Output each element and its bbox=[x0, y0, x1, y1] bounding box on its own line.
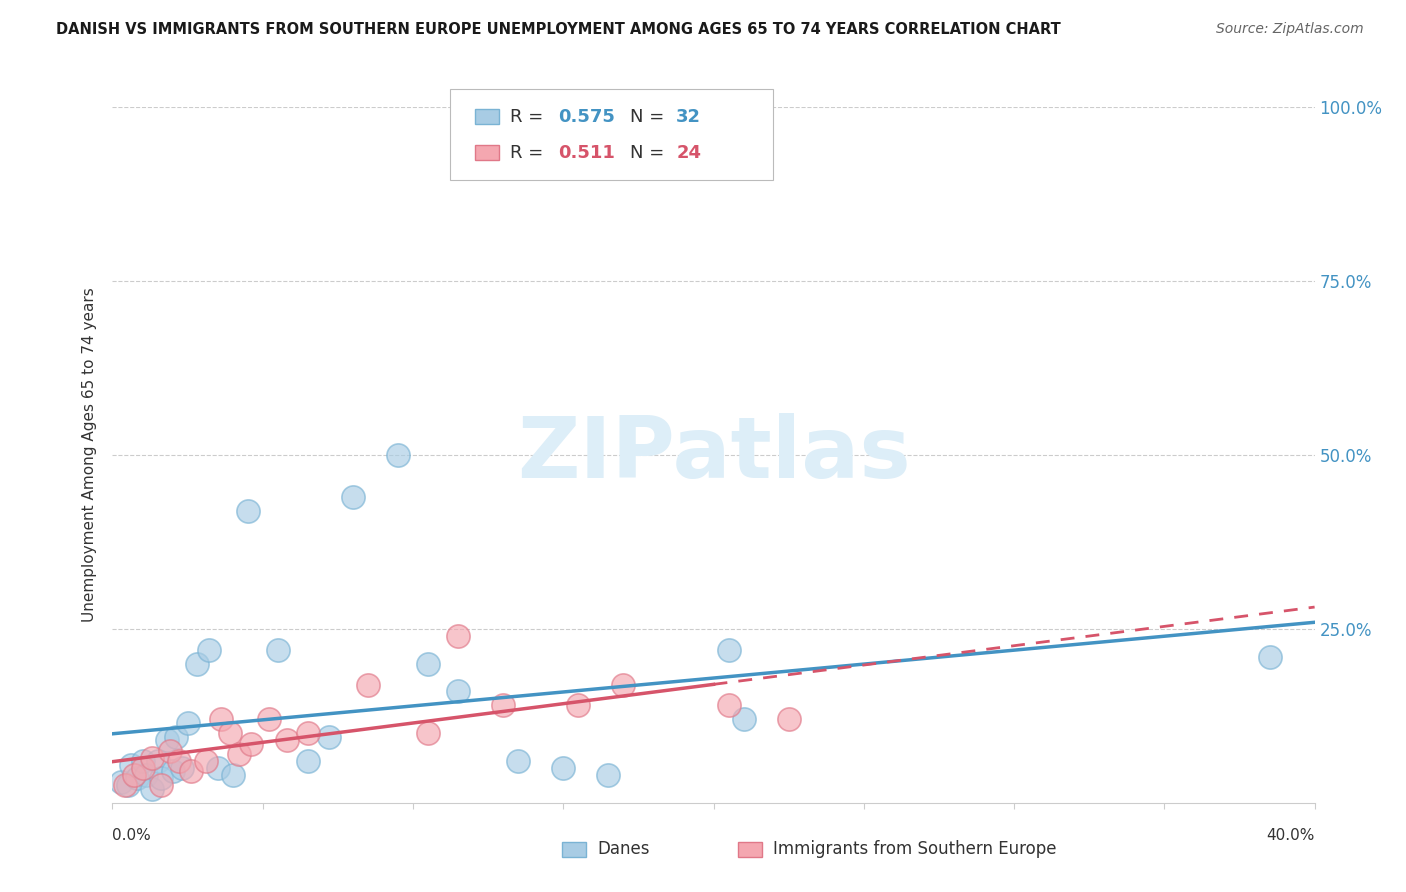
Point bbox=[257, 712, 280, 726]
Point bbox=[141, 781, 163, 796]
Text: Danes: Danes bbox=[598, 840, 650, 858]
Point bbox=[267, 642, 290, 657]
Point bbox=[194, 754, 217, 768]
Point bbox=[197, 642, 219, 657]
Point bbox=[717, 642, 740, 657]
Point bbox=[508, 754, 530, 768]
Point bbox=[110, 775, 132, 789]
Point bbox=[117, 778, 139, 792]
Point bbox=[357, 677, 380, 691]
Text: 0.0%: 0.0% bbox=[112, 828, 152, 843]
Point bbox=[167, 754, 190, 768]
Point bbox=[155, 733, 177, 747]
Point bbox=[122, 768, 145, 782]
Text: 24: 24 bbox=[676, 144, 702, 161]
Point bbox=[239, 737, 262, 751]
Point bbox=[176, 715, 198, 730]
Point bbox=[416, 726, 439, 740]
Point bbox=[553, 761, 575, 775]
Point bbox=[612, 677, 634, 691]
Point bbox=[120, 757, 142, 772]
Point bbox=[567, 698, 589, 713]
Point bbox=[146, 754, 169, 768]
Point bbox=[149, 778, 172, 792]
Point bbox=[186, 657, 208, 671]
Point bbox=[222, 768, 245, 782]
Point bbox=[1258, 649, 1281, 664]
Point bbox=[447, 629, 470, 643]
Point bbox=[131, 754, 153, 768]
Point bbox=[297, 726, 319, 740]
Point bbox=[387, 448, 409, 462]
Point bbox=[598, 768, 620, 782]
Text: 40.0%: 40.0% bbox=[1267, 828, 1315, 843]
Point bbox=[170, 761, 193, 775]
Point bbox=[114, 778, 136, 792]
Point bbox=[218, 726, 240, 740]
Point bbox=[492, 698, 515, 713]
Point bbox=[228, 747, 250, 761]
Point bbox=[733, 712, 755, 726]
Point bbox=[276, 733, 298, 747]
Text: Source: ZipAtlas.com: Source: ZipAtlas.com bbox=[1216, 22, 1364, 37]
Text: N =: N = bbox=[630, 144, 669, 161]
Point bbox=[162, 764, 184, 779]
Text: ZIPatlas: ZIPatlas bbox=[516, 413, 911, 497]
Y-axis label: Unemployment Among Ages 65 to 74 years: Unemployment Among Ages 65 to 74 years bbox=[82, 287, 97, 623]
Point bbox=[180, 764, 202, 779]
Point bbox=[135, 768, 157, 782]
Point bbox=[236, 503, 259, 517]
Point bbox=[125, 772, 148, 786]
Point bbox=[207, 761, 229, 775]
Point bbox=[447, 684, 470, 698]
Text: DANISH VS IMMIGRANTS FROM SOUTHERN EUROPE UNEMPLOYMENT AMONG AGES 65 TO 74 YEARS: DANISH VS IMMIGRANTS FROM SOUTHERN EUROP… bbox=[56, 22, 1062, 37]
Point bbox=[416, 657, 439, 671]
Text: R =: R = bbox=[510, 108, 550, 126]
Text: 0.575: 0.575 bbox=[558, 108, 614, 126]
Point bbox=[717, 698, 740, 713]
Point bbox=[342, 490, 364, 504]
Point bbox=[165, 730, 187, 744]
Point bbox=[297, 754, 319, 768]
Point bbox=[778, 712, 800, 726]
Text: N =: N = bbox=[630, 108, 669, 126]
Text: R =: R = bbox=[510, 144, 550, 161]
Point bbox=[149, 772, 172, 786]
Point bbox=[209, 712, 232, 726]
Point bbox=[159, 744, 181, 758]
Point bbox=[141, 750, 163, 764]
Point bbox=[318, 730, 340, 744]
Text: 32: 32 bbox=[676, 108, 702, 126]
Text: Immigrants from Southern Europe: Immigrants from Southern Europe bbox=[773, 840, 1057, 858]
Point bbox=[131, 761, 153, 775]
Text: 0.511: 0.511 bbox=[558, 144, 614, 161]
